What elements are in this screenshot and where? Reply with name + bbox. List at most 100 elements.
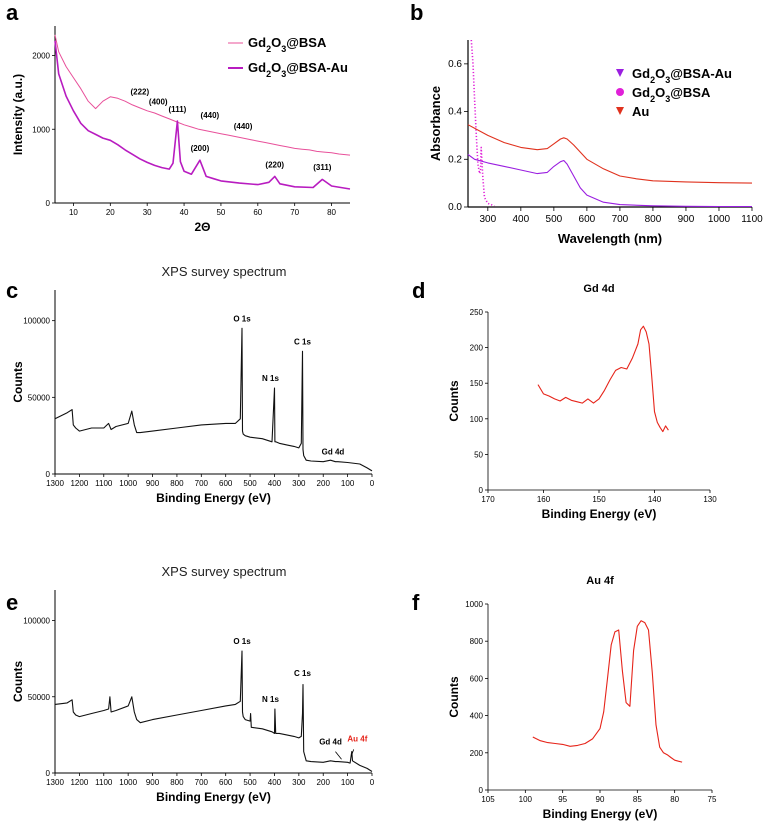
x-tick-label: 1200 — [70, 778, 88, 787]
y-tick-label: 1000 — [32, 125, 50, 134]
y-axis-title: Absorbance — [428, 86, 443, 161]
series-line-0 — [54, 650, 373, 772]
legend-label-part: 3 — [281, 69, 286, 79]
series-line-0 — [54, 34, 351, 156]
peak-label: (222) — [130, 87, 149, 96]
legend-label-part: 3 — [665, 75, 670, 85]
x-tick-label: 95 — [558, 795, 567, 804]
peak-label: C 1s — [294, 669, 311, 678]
y-tick-label: 200 — [470, 344, 484, 353]
legend-label-part: O — [655, 85, 665, 100]
peak-label: N 1s — [262, 374, 279, 383]
y-axis-title: Counts — [11, 661, 25, 703]
y-tick-label: 0 — [46, 769, 51, 778]
y-tick-label: 50000 — [28, 393, 51, 402]
x-axis-title: Binding Energy (eV) — [542, 507, 657, 521]
legend-label-part: 2 — [266, 44, 271, 54]
series-line-2 — [467, 124, 753, 184]
y-tick-label: 0.0 — [448, 202, 462, 213]
peak-label: (400) — [149, 98, 168, 107]
panel-letter-f: f — [412, 590, 420, 615]
y-tick-label: 0 — [46, 199, 51, 208]
x-tick-label: 900 — [678, 214, 695, 225]
legend-marker — [616, 107, 624, 115]
x-tick-label: 700 — [195, 778, 209, 787]
y-tick-label: 100 — [470, 415, 484, 424]
y-tick-label: 2000 — [32, 52, 50, 61]
series-line-0 — [467, 154, 752, 208]
legend-label: Gd2O3@BSA — [248, 35, 327, 54]
peak-label: O 1s — [233, 314, 251, 323]
legend-label: Gd2O3@BSA-Au — [248, 60, 348, 79]
x-tick-label: 800 — [170, 479, 184, 488]
x-tick-label: 600 — [219, 778, 233, 787]
y-tick-label: 1000 — [465, 600, 483, 609]
y-tick-label: 600 — [470, 674, 484, 683]
x-tick-label: 150 — [592, 495, 606, 504]
x-tick-label: 800 — [645, 214, 662, 225]
arrow-gd4d — [335, 751, 342, 760]
x-tick-label: 0 — [370, 479, 375, 488]
peak-label: N 1s — [262, 695, 279, 704]
y-tick-label: 0.2 — [448, 154, 462, 165]
y-tick-label: 250 — [470, 308, 484, 317]
x-tick-label: 900 — [146, 778, 160, 787]
x-tick-label: 80 — [327, 208, 336, 217]
x-tick-label: 130 — [703, 495, 717, 504]
x-tick-label: 1300 — [46, 778, 64, 787]
y-tick-label: 0 — [479, 486, 484, 495]
legend-label: Au — [632, 104, 649, 119]
y-tick-label: 100000 — [23, 617, 50, 626]
x-tick-label: 75 — [708, 795, 717, 804]
x-tick-label: 500 — [243, 479, 257, 488]
y-tick-label: 0 — [46, 470, 51, 479]
series-line-1 — [470, 39, 495, 207]
legend-label: Gd2O3@BSA — [632, 85, 711, 104]
y-tick-label: 50 — [474, 450, 483, 459]
panel-e: 1300 1200 1100 1000 900 800 700 600 500 400 300 200… — [11, 564, 375, 804]
y-axis-title: Counts — [447, 380, 461, 422]
legend-label-part: @BSA-Au — [286, 60, 348, 75]
x-tick-label: 600 — [219, 479, 233, 488]
peak-label: (220) — [265, 160, 284, 169]
x-tick-label: 1000 — [119, 778, 137, 787]
x-tick-label: 200 — [317, 479, 331, 488]
x-tick-label: 1100 — [741, 214, 763, 225]
legend-label-part: 3 — [665, 94, 670, 104]
legend-label-part: Gd — [248, 60, 266, 75]
legend-label-part: 3 — [281, 44, 286, 54]
y-tick-label: 0.4 — [448, 107, 462, 118]
panel-a: 10 20 30 40 50 60 70 80 0 1000 2000 2Θ Intensity (a.… — [11, 26, 351, 234]
legend-label-part: @BSA-Au — [670, 66, 732, 81]
y-axis-title: Counts — [11, 361, 25, 403]
legend-label-part: @BSA — [670, 85, 711, 100]
x-tick-label: 300 — [292, 479, 306, 488]
x-tick-label: 1200 — [70, 479, 88, 488]
panel-letter-d: d — [412, 278, 425, 303]
legend-label-part: O — [271, 35, 281, 50]
y-axis-title: Counts — [447, 676, 461, 718]
y-tick-label: 150 — [470, 379, 484, 388]
legend-marker — [616, 88, 624, 96]
x-tick-label: 700 — [612, 214, 629, 225]
peak-label: O 1s — [233, 637, 251, 646]
panel-letter-a: a — [6, 0, 19, 25]
peak-label: Gd 4d — [322, 448, 345, 457]
panel-letter-c: c — [6, 278, 18, 303]
x-tick-label: 300 — [479, 214, 496, 225]
plot-title: XPS survey spectrum — [162, 564, 287, 579]
x-tick-label: 1000 — [119, 479, 137, 488]
x-tick-label: 400 — [268, 778, 282, 787]
x-tick-label: 400 — [512, 214, 529, 225]
x-axis-title: Binding Energy (eV) — [543, 807, 658, 821]
plot-title: XPS survey spectrum — [162, 264, 287, 279]
plot-title: Gd 4d — [583, 283, 614, 295]
x-axis-title: Binding Energy (eV) — [156, 491, 271, 505]
x-tick-label: 85 — [633, 795, 642, 804]
x-tick-label: 20 — [106, 208, 115, 217]
panel-letter-b: b — [410, 0, 423, 25]
peak-label-au4f: Au 4f — [347, 735, 367, 744]
